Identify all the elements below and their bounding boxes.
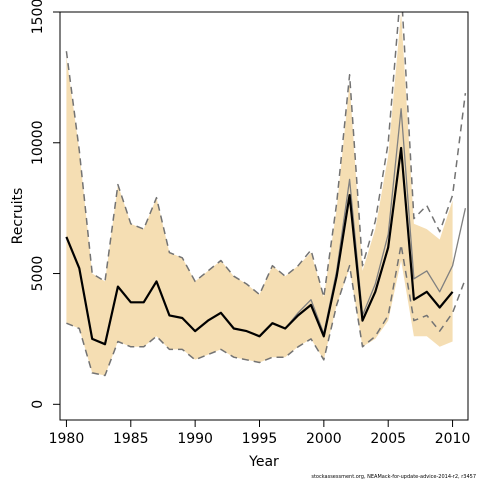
x-tick-label: 2010 [435,431,471,447]
x-axis-title: Year [248,454,279,470]
plot-area [65,12,467,377]
plot-frame [59,11,469,421]
y-axis-title: Recruits [10,188,26,245]
x-tick-label: 2005 [370,431,406,447]
x-tick-label: 1980 [49,431,85,447]
x-tick-label: 1985 [113,431,149,447]
y-tick-label: 10000 [30,120,46,165]
y-tick-label: 0 [30,400,46,409]
confidence-band [66,12,453,376]
y-axis: 0 5000 10000 15000 [30,0,60,409]
x-tick-label: 1995 [242,431,278,447]
x-axis: 1980 1985 1990 1995 2000 2005 2010 [49,420,471,447]
x-tick-label: 2000 [306,431,342,447]
y-tick-label: 5000 [30,256,46,292]
x-tick-label: 1990 [177,431,213,447]
series-line-estimate [65,146,454,346]
y-tick-label: 15000 [30,0,46,34]
credit-text: stockassessment.org, NEAMack-for-update-… [311,474,476,480]
series-line-bound-3 [66,244,467,377]
